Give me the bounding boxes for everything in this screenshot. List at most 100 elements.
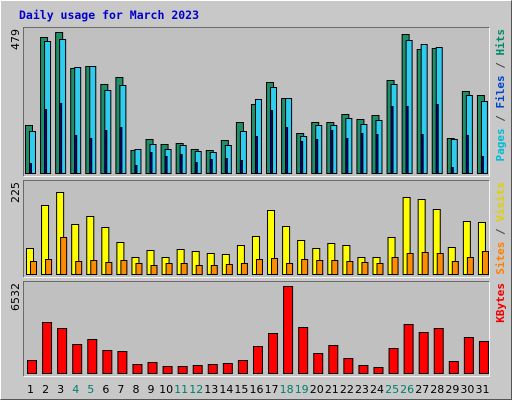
- bar-pages-day-15: [239, 160, 243, 174]
- legend-entry: /: [494, 56, 507, 76]
- bar-kbytes-day-25: [388, 348, 399, 374]
- legend-entry: KBytes: [494, 283, 507, 323]
- bar-kbytes-day-26: [403, 324, 414, 374]
- bar-sites-day-19: [301, 259, 309, 275]
- bar-kbytes-day-1: [27, 360, 37, 374]
- x-tick-label-24: 24: [370, 383, 384, 396]
- bar-sites-day-21: [331, 260, 339, 275]
- x-tick-label-27: 27: [415, 383, 429, 396]
- bar-kbytes-day-4: [72, 344, 83, 374]
- bar-sites-day-9: [150, 265, 158, 275]
- bar-files-day-27: [420, 44, 428, 174]
- bar-sites-day-30: [466, 257, 474, 275]
- bar-kbytes-day-10: [162, 366, 173, 374]
- x-tick-label-7: 7: [117, 383, 124, 396]
- bar-sites-day-14: [225, 264, 233, 275]
- bar-pages-day-3: [59, 103, 63, 174]
- x-tick-label-28: 28: [430, 383, 444, 396]
- bar-pages-day-31: [480, 156, 484, 174]
- bar-kbytes-day-21: [328, 345, 339, 374]
- bar-sites-day-22: [346, 261, 354, 275]
- legend-entry: Visits: [494, 182, 507, 222]
- bar-sites-day-27: [421, 252, 429, 275]
- bar-kbytes-day-9: [147, 362, 158, 374]
- bar-pages-day-22: [345, 138, 349, 174]
- bar-files-day-8: [134, 149, 142, 174]
- x-tick-label-30: 30: [460, 383, 474, 396]
- x-axis-labels: 1 2 3 4 5 6 7 8 9 10 11 12 13 14 15 16 17 18 19 20 21 22 23 24 2…: [27, 383, 489, 396]
- x-tick-label-29: 29: [445, 383, 459, 396]
- bar-sites-day-16: [255, 259, 263, 275]
- x-tick-label-9: 9: [148, 383, 155, 396]
- bar-kbytes-day-5: [87, 339, 98, 374]
- bar-kbytes-day-6: [102, 350, 113, 374]
- bar-sites-day-20: [316, 260, 324, 275]
- bar-pages-day-20: [315, 139, 319, 174]
- panel-pages-files-hits: 479 Pages / Files / Hits: [9, 27, 507, 177]
- bar-sites-day-29: [451, 261, 459, 275]
- x-tick-label-25: 25: [385, 383, 399, 396]
- bar-sites-day-31: [481, 251, 489, 275]
- bar-pages-day-2: [44, 109, 48, 174]
- bar-files-day-30: [465, 95, 473, 174]
- bar-sites-day-24: [376, 263, 384, 275]
- bar-pages-day-25: [390, 106, 394, 174]
- bar-pages-day-18: [285, 127, 289, 174]
- bar-sites-day-18: [286, 263, 294, 275]
- bar-kbytes-day-3: [57, 328, 68, 374]
- bar-pages-day-26: [405, 106, 409, 174]
- panel-highlight-edge: [23, 180, 490, 278]
- bar-files-day-29: [450, 139, 458, 174]
- legend-entry: Pages: [494, 128, 507, 161]
- bar-pages-day-30: [465, 135, 469, 174]
- panel-shadow-edge: [23, 180, 490, 278]
- bar-pages-day-17: [270, 110, 274, 174]
- bar-sites-day-12: [195, 265, 203, 275]
- bar-kbytes-day-19: [298, 327, 309, 374]
- bar-kbytes-day-2: [42, 322, 53, 374]
- panel-highlight-edge: [23, 27, 490, 177]
- bar-kbytes-day-27: [418, 332, 429, 374]
- bar-sites-day-17: [271, 258, 279, 275]
- bar-sites-day-8: [135, 263, 143, 275]
- bar-kbytes-day-20: [313, 353, 324, 374]
- panel-highlight-edge: [23, 281, 490, 377]
- bar-kbytes-day-22: [343, 358, 354, 374]
- bar-kbytes-day-24: [373, 367, 384, 374]
- panel-visits-sites: 225 Sites / Visits: [9, 180, 507, 278]
- bar-kbytes-day-23: [358, 365, 369, 374]
- x-tick-label-8: 8: [132, 383, 139, 396]
- x-tick-label-17: 17: [265, 383, 279, 396]
- bar-pages-day-21: [330, 130, 334, 174]
- x-tick-label-10: 10: [159, 383, 173, 396]
- bar-pages-day-12: [194, 162, 198, 174]
- bar-pages-day-23: [360, 133, 364, 174]
- legend-entry: Hits: [494, 29, 507, 56]
- bar-pages-day-29: [450, 167, 454, 174]
- x-tick-label-2: 2: [42, 383, 49, 396]
- bar-kbytes-day-16: [252, 346, 263, 374]
- bar-pages-day-8: [134, 165, 138, 174]
- bar-sites-day-7: [120, 260, 128, 275]
- bar-kbytes-day-30: [463, 337, 474, 374]
- bar-kbytes-day-12: [192, 365, 203, 374]
- bar-sites-day-4: [75, 261, 83, 275]
- bar-kbytes-day-18: [283, 286, 294, 374]
- x-tick-label-11: 11: [174, 383, 188, 396]
- bar-pages-day-9: [149, 152, 153, 174]
- bar-kbytes-day-17: [268, 333, 279, 374]
- panel-legend: KBytes: [494, 283, 507, 323]
- x-tick-label-18: 18: [280, 383, 294, 396]
- bar-pages-day-14: [224, 158, 228, 174]
- x-tick-label-20: 20: [310, 383, 324, 396]
- x-tick-label-5: 5: [87, 383, 94, 396]
- bar-sites-day-6: [105, 262, 113, 275]
- panel-shadow-edge: [23, 281, 490, 377]
- legend-entry: /: [494, 222, 507, 242]
- x-tick-label-1: 1: [27, 383, 34, 396]
- bar-sites-day-25: [391, 257, 399, 275]
- bar-pages-day-13: [209, 159, 213, 174]
- bar-sites-day-15: [240, 263, 248, 275]
